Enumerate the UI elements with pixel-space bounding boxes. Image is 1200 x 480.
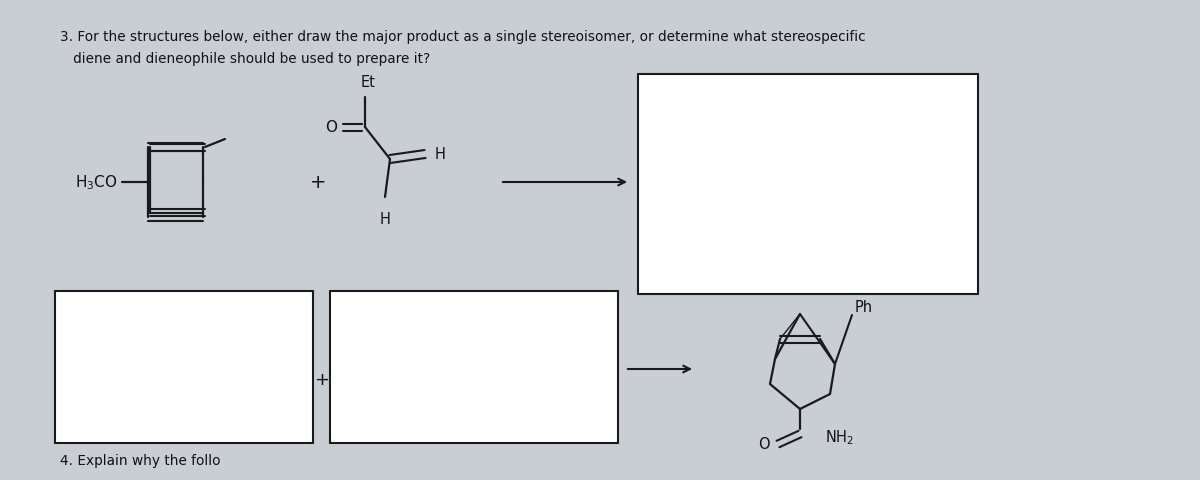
- Text: Ph: Ph: [854, 300, 874, 315]
- Text: NH$_2$: NH$_2$: [826, 428, 854, 446]
- Text: diene and dieneophile should be used to prepare it?: diene and dieneophile should be used to …: [60, 52, 431, 66]
- Text: +: +: [314, 370, 330, 388]
- Text: +: +: [310, 173, 326, 192]
- Text: H$_3$CO: H$_3$CO: [74, 173, 118, 192]
- Bar: [55, 291, 313, 443]
- Text: O: O: [758, 437, 770, 452]
- Text: 4. Explain why the follo: 4. Explain why the follo: [60, 453, 221, 467]
- Text: O: O: [325, 120, 337, 135]
- Text: 3. For the structures below, either draw the major product as a single stereoiso: 3. For the structures below, either draw…: [60, 30, 865, 44]
- Bar: [330, 291, 618, 443]
- Text: H: H: [379, 212, 390, 227]
- Text: H: H: [436, 147, 446, 162]
- Text: Et: Et: [360, 75, 376, 90]
- Bar: [638, 75, 978, 294]
